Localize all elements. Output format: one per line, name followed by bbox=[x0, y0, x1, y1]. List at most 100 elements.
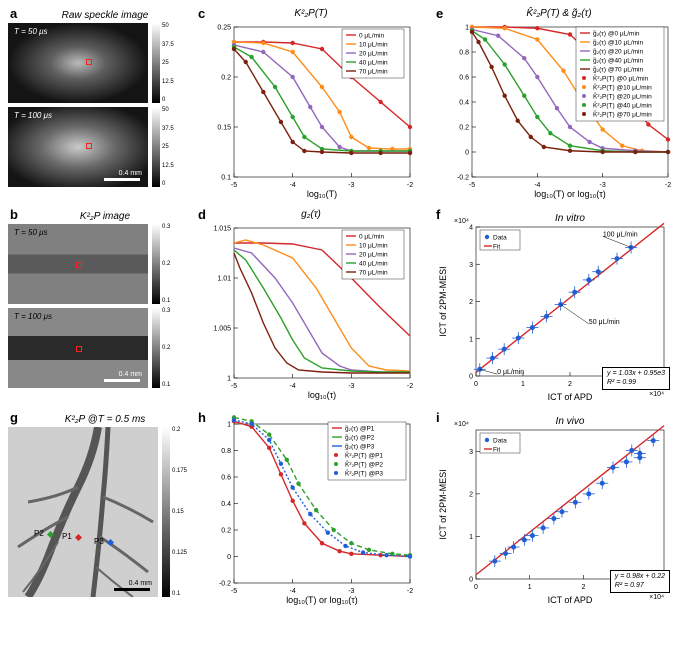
svg-text:0.2: 0.2 bbox=[459, 125, 469, 132]
svg-text:K̂²₂P(T) @40 μL/min: K̂²₂P(T) @40 μL/min bbox=[593, 101, 652, 109]
svg-text:×10⁴: ×10⁴ bbox=[649, 391, 664, 398]
colorbar-b-bottom-ticks: 0.3 0.2 0.1 bbox=[162, 308, 170, 388]
k2p-top: T = 50 μs bbox=[8, 224, 148, 304]
svg-text:20 μL/min: 20 μL/min bbox=[359, 252, 388, 259]
marker-label-p1: P1 bbox=[62, 532, 72, 541]
svg-text:0: 0 bbox=[474, 584, 478, 591]
svg-text:K̂²₂P(T) @P1: K̂²₂P(T) @P1 bbox=[345, 451, 383, 459]
svg-text:1: 1 bbox=[227, 376, 231, 383]
svg-text:g̃₂(τ) @70 μL/min: g̃₂(τ) @70 μL/min bbox=[593, 67, 644, 74]
panel-a: a Raw speckle image T = 50 μs T = 100 μs… bbox=[8, 8, 188, 201]
svg-text:3: 3 bbox=[469, 449, 473, 456]
exp-time-b-top: T = 50 μs bbox=[14, 228, 48, 237]
raw-speckle-bottom: T = 100 μs 0.4 mm bbox=[8, 107, 148, 187]
svg-text:-3: -3 bbox=[348, 383, 354, 390]
svg-text:2: 2 bbox=[469, 491, 473, 498]
colorbar-g: 0.2 0.175 0.15 0.125 0.1 bbox=[162, 427, 170, 597]
svg-text:-3: -3 bbox=[348, 182, 354, 189]
svg-text:0 μL/min: 0 μL/min bbox=[359, 234, 384, 241]
svg-text:70 μL/min: 70 μL/min bbox=[359, 270, 388, 277]
panel-a-title: Raw speckle image bbox=[22, 10, 188, 21]
svg-text:0.4: 0.4 bbox=[221, 501, 231, 508]
svg-text:-5: -5 bbox=[231, 588, 237, 595]
svg-text:0.15: 0.15 bbox=[217, 125, 231, 132]
colorbar-b-bottom: 0.3 0.2 0.1 bbox=[152, 308, 160, 388]
scalebar-a-label: 0.4 mm bbox=[119, 170, 142, 177]
svg-text:In vivo: In vivo bbox=[556, 416, 585, 427]
roi-box-bottom bbox=[86, 143, 92, 149]
panel-e: e K̂²₂P(T) & g̃₂(τ) -5-4-3-2-0.200.20.40… bbox=[434, 8, 684, 201]
colorbar-b-top: 0.3 0.2 0.1 bbox=[152, 224, 160, 304]
exp-time-bottom: T = 100 μs bbox=[14, 111, 52, 120]
panel-g-title: K²₂P @T = 0.5 ms bbox=[22, 414, 188, 425]
svg-text:ICT of 2PM-MESI: ICT of 2PM-MESI bbox=[438, 266, 448, 336]
chart-c: -5-4-3-20.10.150.20.25log₁₀(T)0 μL/min10… bbox=[196, 21, 416, 201]
svg-text:-2: -2 bbox=[407, 383, 413, 390]
svg-text:-0.2: -0.2 bbox=[219, 581, 231, 588]
exp-time-b-bottom: T = 100 μs bbox=[14, 312, 52, 321]
panel-g-label: g bbox=[10, 410, 18, 425]
panel-e-title: K̂²₂P(T) & g̃₂(τ) bbox=[434, 8, 684, 19]
svg-text:-3: -3 bbox=[348, 588, 354, 595]
marker-label-p3: P3 bbox=[94, 537, 104, 546]
svg-text:0.1: 0.1 bbox=[221, 175, 231, 182]
svg-text:In vitro: In vitro bbox=[555, 213, 585, 224]
svg-text:2: 2 bbox=[568, 381, 572, 388]
svg-text:K̂²₂P(T) @20 μL/min: K̂²₂P(T) @20 μL/min bbox=[593, 92, 652, 100]
eq-box-i: y = 0.98x + 0.22 R² = 0.97 bbox=[610, 570, 670, 593]
raw-speckle-top: T = 50 μs bbox=[8, 23, 148, 103]
svg-text:×10⁴: ×10⁴ bbox=[454, 218, 469, 225]
colorbar-a-top: 50 37.5 25 12.5 0 bbox=[152, 23, 160, 103]
panel-d-label: d bbox=[198, 207, 206, 222]
svg-text:-2: -2 bbox=[407, 182, 413, 189]
svg-text:g̃₂(τ) @0 μL/min: g̃₂(τ) @0 μL/min bbox=[593, 31, 640, 38]
svg-text:1: 1 bbox=[227, 422, 231, 429]
svg-text:10 μL/min: 10 μL/min bbox=[359, 243, 388, 250]
panel-e-label: e bbox=[436, 6, 443, 21]
svg-text:-4: -4 bbox=[290, 588, 296, 595]
panel-f: f 0123401234×10⁴×10⁴ICT of APDICT of 2PM… bbox=[434, 209, 684, 404]
svg-text:-2: -2 bbox=[407, 588, 413, 595]
svg-text:0.8: 0.8 bbox=[459, 50, 469, 57]
svg-text:1.015: 1.015 bbox=[213, 226, 231, 233]
svg-text:0.2: 0.2 bbox=[221, 75, 231, 82]
svg-text:0: 0 bbox=[474, 381, 478, 388]
panel-i: i 01230123×10⁴×10⁴ICT of APDICT of 2PM-M… bbox=[434, 412, 684, 607]
svg-text:ICT of APD: ICT of APD bbox=[548, 392, 593, 402]
svg-text:g̃₂(τ) @20 μL/min: g̃₂(τ) @20 μL/min bbox=[593, 49, 644, 56]
panel-c: c K²₂P(T) -5-4-3-20.10.150.20.25log₁₀(T)… bbox=[196, 8, 426, 201]
svg-text:-2: -2 bbox=[665, 182, 671, 189]
panel-h-label: h bbox=[198, 410, 206, 425]
eq-box-f: y = 1.03x + 0.95e3 R² = 0.99 bbox=[602, 367, 670, 390]
k2p-bottom: T = 100 μs 0.4 mm bbox=[8, 308, 148, 388]
svg-text:log₁₀(T): log₁₀(T) bbox=[307, 189, 337, 199]
panel-a-label: a bbox=[10, 6, 17, 21]
colorbar-g-ticks: 0.2 0.175 0.15 0.125 0.1 bbox=[172, 427, 187, 597]
colorbar-a-bottom: 50 37.5 25 12.5 0 bbox=[152, 107, 160, 187]
scalebar-b-label: 0.4 mm bbox=[119, 371, 142, 378]
svg-text:ICT of 2PM-MESI: ICT of 2PM-MESI bbox=[438, 469, 448, 539]
panel-f-label: f bbox=[436, 207, 440, 222]
scalebar-g bbox=[114, 588, 150, 591]
svg-text:K̂²₂P(T) @0 μL/min: K̂²₂P(T) @0 μL/min bbox=[593, 74, 649, 82]
svg-text:Data: Data bbox=[493, 235, 507, 242]
chart-e: -5-4-3-2-0.200.20.40.60.81log₁₀(T) or lo… bbox=[434, 21, 674, 201]
svg-text:ICT of APD: ICT of APD bbox=[548, 595, 593, 605]
svg-text:-5: -5 bbox=[231, 182, 237, 189]
vessel-svg bbox=[8, 427, 158, 597]
svg-text:20 μL/min: 20 μL/min bbox=[359, 51, 388, 58]
svg-text:-4: -4 bbox=[290, 182, 296, 189]
svg-text:0 μL/min: 0 μL/min bbox=[497, 369, 524, 376]
svg-text:1.01: 1.01 bbox=[217, 276, 231, 283]
svg-text:40 μL/min: 40 μL/min bbox=[359, 261, 388, 268]
svg-text:-4: -4 bbox=[534, 182, 540, 189]
exp-time-top: T = 50 μs bbox=[14, 27, 48, 36]
svg-text:0.2: 0.2 bbox=[221, 528, 231, 535]
svg-text:0: 0 bbox=[469, 577, 473, 584]
svg-text:100 μL/min: 100 μL/min bbox=[603, 231, 638, 238]
panel-h: h -5-4-3-2-0.200.20.40.60.81log₁₀(T) or … bbox=[196, 412, 426, 607]
svg-text:-4: -4 bbox=[290, 383, 296, 390]
svg-text:1: 1 bbox=[465, 25, 469, 32]
svg-text:×10⁴: ×10⁴ bbox=[649, 594, 664, 601]
colorbar-a-top-ticks: 50 37.5 25 12.5 0 bbox=[162, 23, 174, 103]
